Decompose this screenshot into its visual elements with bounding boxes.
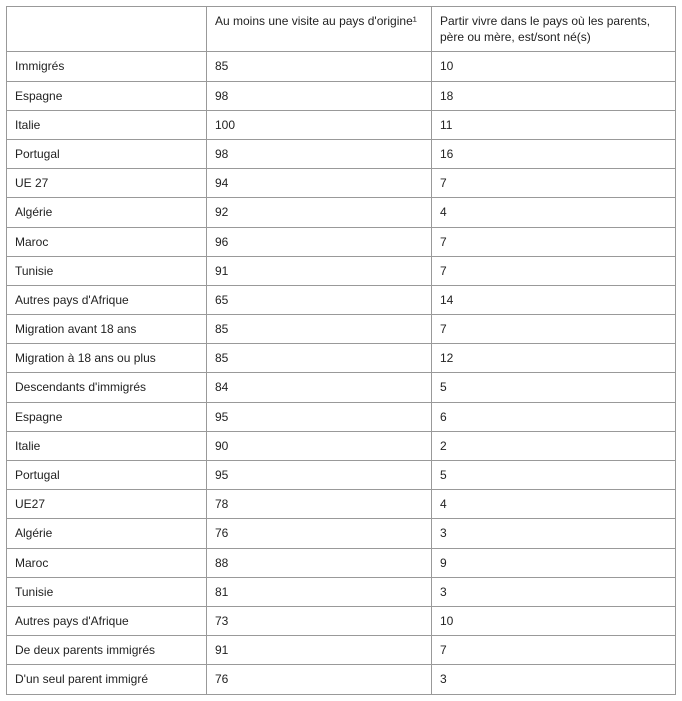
value-cell: 73 bbox=[207, 606, 432, 635]
table-row: Migration avant 18 ans857 bbox=[7, 315, 676, 344]
row-label-cell: Autres pays d'Afrique bbox=[7, 606, 207, 635]
value-cell: 100 bbox=[207, 110, 432, 139]
value-cell: 3 bbox=[432, 665, 676, 694]
table-container: Au moins une visite au pays d'origine¹ P… bbox=[0, 0, 682, 701]
value-cell: 95 bbox=[207, 402, 432, 431]
value-cell: 5 bbox=[432, 461, 676, 490]
row-label-cell: Espagne bbox=[7, 81, 207, 110]
value-cell: 5 bbox=[432, 373, 676, 402]
value-cell: 81 bbox=[207, 577, 432, 606]
value-cell: 76 bbox=[207, 665, 432, 694]
value-cell: 85 bbox=[207, 315, 432, 344]
table-row: Tunisie813 bbox=[7, 577, 676, 606]
value-cell: 10 bbox=[432, 606, 676, 635]
row-label-cell: Maroc bbox=[7, 548, 207, 577]
table-row: De deux parents immigrés917 bbox=[7, 636, 676, 665]
value-cell: 4 bbox=[432, 198, 676, 227]
value-cell: 3 bbox=[432, 577, 676, 606]
value-cell: 7 bbox=[432, 227, 676, 256]
value-cell: 98 bbox=[207, 139, 432, 168]
table-row: UE 27947 bbox=[7, 169, 676, 198]
row-label-cell: Tunisie bbox=[7, 256, 207, 285]
value-cell: 65 bbox=[207, 285, 432, 314]
value-cell: 94 bbox=[207, 169, 432, 198]
row-label-cell: Descendants d'immigrés bbox=[7, 373, 207, 402]
value-cell: 98 bbox=[207, 81, 432, 110]
table-row: Migration à 18 ans ou plus8512 bbox=[7, 344, 676, 373]
table-row: D'un seul parent immigré763 bbox=[7, 665, 676, 694]
row-label-cell: Espagne bbox=[7, 402, 207, 431]
table-row: Tunisie917 bbox=[7, 256, 676, 285]
row-label-cell: Algérie bbox=[7, 198, 207, 227]
row-label-cell: D'un seul parent immigré bbox=[7, 665, 207, 694]
col-header-2: Partir vivre dans le pays où les parents… bbox=[432, 7, 676, 52]
row-label-cell: UE 27 bbox=[7, 169, 207, 198]
row-label-cell: Italie bbox=[7, 110, 207, 139]
table-row: Autres pays d'Afrique6514 bbox=[7, 285, 676, 314]
value-cell: 18 bbox=[432, 81, 676, 110]
table-row: Italie10011 bbox=[7, 110, 676, 139]
row-label-cell: Algérie bbox=[7, 519, 207, 548]
row-label-cell: Portugal bbox=[7, 461, 207, 490]
row-label-cell: Migration avant 18 ans bbox=[7, 315, 207, 344]
table-row: Portugal955 bbox=[7, 461, 676, 490]
table-row: UE27784 bbox=[7, 490, 676, 519]
value-cell: 7 bbox=[432, 315, 676, 344]
table-row: Maroc889 bbox=[7, 548, 676, 577]
value-cell: 9 bbox=[432, 548, 676, 577]
table-row: Algérie924 bbox=[7, 198, 676, 227]
row-label-cell: De deux parents immigrés bbox=[7, 636, 207, 665]
row-label-cell: Tunisie bbox=[7, 577, 207, 606]
table-row: Maroc967 bbox=[7, 227, 676, 256]
value-cell: 3 bbox=[432, 519, 676, 548]
col-header-1: Au moins une visite au pays d'origine¹ bbox=[207, 7, 432, 52]
row-label-cell: UE27 bbox=[7, 490, 207, 519]
table-head: Au moins une visite au pays d'origine¹ P… bbox=[7, 7, 676, 52]
value-cell: 92 bbox=[207, 198, 432, 227]
value-cell: 85 bbox=[207, 344, 432, 373]
data-table: Au moins une visite au pays d'origine¹ P… bbox=[6, 6, 676, 695]
value-cell: 84 bbox=[207, 373, 432, 402]
value-cell: 11 bbox=[432, 110, 676, 139]
row-label-cell: Immigrés bbox=[7, 52, 207, 81]
value-cell: 91 bbox=[207, 256, 432, 285]
row-label-cell: Autres pays d'Afrique bbox=[7, 285, 207, 314]
value-cell: 12 bbox=[432, 344, 676, 373]
value-cell: 2 bbox=[432, 431, 676, 460]
value-cell: 7 bbox=[432, 636, 676, 665]
value-cell: 7 bbox=[432, 169, 676, 198]
table-header-row: Au moins une visite au pays d'origine¹ P… bbox=[7, 7, 676, 52]
table-row: Algérie763 bbox=[7, 519, 676, 548]
row-label-cell: Migration à 18 ans ou plus bbox=[7, 344, 207, 373]
table-row: Autres pays d'Afrique7310 bbox=[7, 606, 676, 635]
value-cell: 90 bbox=[207, 431, 432, 460]
value-cell: 88 bbox=[207, 548, 432, 577]
col-header-0 bbox=[7, 7, 207, 52]
value-cell: 6 bbox=[432, 402, 676, 431]
value-cell: 16 bbox=[432, 139, 676, 168]
value-cell: 85 bbox=[207, 52, 432, 81]
table-row: Portugal9816 bbox=[7, 139, 676, 168]
table-body: Immigrés8510Espagne9818Italie10011Portug… bbox=[7, 52, 676, 694]
table-row: Espagne9818 bbox=[7, 81, 676, 110]
row-label-cell: Italie bbox=[7, 431, 207, 460]
value-cell: 14 bbox=[432, 285, 676, 314]
value-cell: 10 bbox=[432, 52, 676, 81]
row-label-cell: Portugal bbox=[7, 139, 207, 168]
value-cell: 4 bbox=[432, 490, 676, 519]
table-row: Italie902 bbox=[7, 431, 676, 460]
value-cell: 95 bbox=[207, 461, 432, 490]
table-row: Immigrés8510 bbox=[7, 52, 676, 81]
value-cell: 91 bbox=[207, 636, 432, 665]
value-cell: 78 bbox=[207, 490, 432, 519]
value-cell: 76 bbox=[207, 519, 432, 548]
row-label-cell: Maroc bbox=[7, 227, 207, 256]
value-cell: 7 bbox=[432, 256, 676, 285]
value-cell: 96 bbox=[207, 227, 432, 256]
table-row: Espagne956 bbox=[7, 402, 676, 431]
table-row: Descendants d'immigrés845 bbox=[7, 373, 676, 402]
